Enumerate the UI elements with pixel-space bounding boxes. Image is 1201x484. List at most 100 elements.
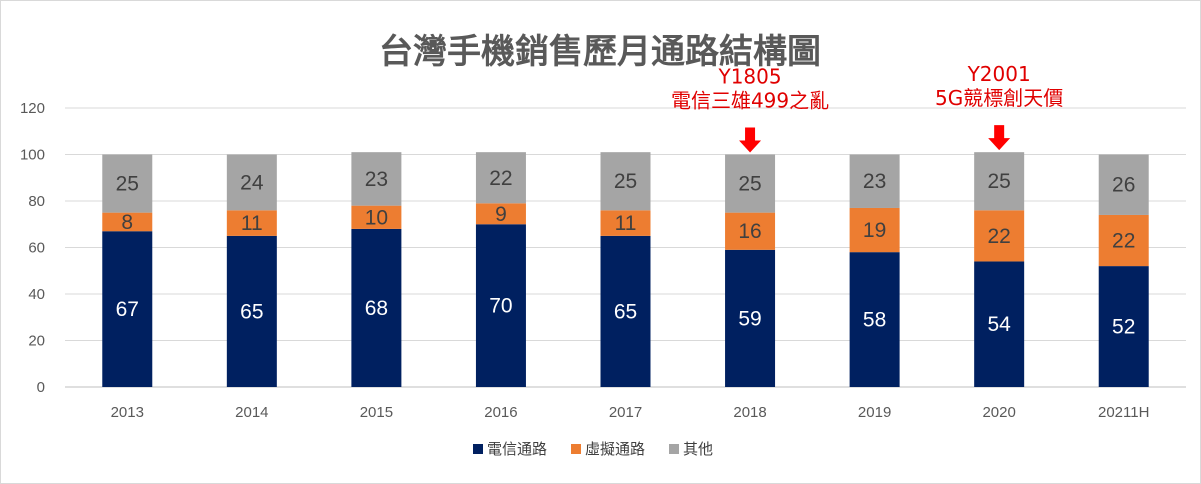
legend-swatch [571,444,581,454]
bar-segment-2017-1 [600,210,651,236]
y-tick-label: 60 [28,240,45,257]
data-label: 59 [738,307,761,330]
bar-segment-20211H-1 [1098,214,1149,267]
data-label: 23 [863,170,886,193]
annotation-text: Y1805 [717,65,781,89]
bar-segment-2018-0 [725,249,776,387]
bar-segment-2013-2 [102,154,153,213]
bar-segment-2014-1 [226,210,277,236]
bar-group-2017: 65 11 25 [600,152,651,387]
data-label: 26 [1112,174,1135,197]
data-label: 25 [738,173,761,196]
bar-segment-2013-0 [102,231,153,387]
y-axis: 0 20 40 60 80 100 120 [20,100,45,396]
x-tick-label: 2014 [235,404,268,421]
legend: 電信通路 虛擬通路 其他 [473,440,713,458]
bar-group-20211H: 52 22 26 [1098,154,1149,387]
bar-group-2013: 67 8 25 [102,154,153,387]
x-tick-label: 2019 [858,404,891,421]
data-label: 25 [116,173,139,196]
y-tick-label: 80 [28,193,45,210]
y-tick-label: 0 [37,379,45,396]
x-tick-label: 2018 [733,404,766,421]
legend-label: 虛擬通路 [585,440,645,458]
annotation-text: 電信三雄499之亂 [671,89,829,113]
bar-segment-2016-1 [475,203,526,225]
data-label: 11 [615,212,637,235]
legend-item: 虛擬通路 [571,440,645,458]
data-label: 19 [863,219,886,242]
bar-segment-2016-0 [475,224,526,387]
x-tick-label: 20211H [1098,404,1149,421]
data-label: 67 [116,298,139,321]
bar-segment-2020-0 [974,261,1025,387]
data-label: 22 [1112,230,1135,253]
bar-segment-2019-2 [849,154,900,208]
bar-segment-2019-1 [849,207,900,253]
data-label: 25 [987,170,1010,193]
data-label: 24 [240,171,264,194]
legend-label: 電信通路 [487,440,547,458]
data-label: 52 [1112,316,1135,339]
data-label: 8 [121,211,133,234]
legend-swatch [669,444,679,454]
y-tick-label: 120 [20,100,45,117]
data-label: 65 [614,300,637,323]
data-label: 22 [987,225,1010,248]
bar-segment-2014-2 [226,154,277,211]
bar-segment-20211H-0 [1098,266,1149,387]
chart-title: 台灣手機銷售歷月通路結構圖 [379,32,821,72]
bar-segment-2018-1 [725,212,776,250]
data-label: 16 [738,220,761,243]
bar-segment-2017-0 [600,235,651,387]
data-label: 9 [495,203,507,226]
data-label: 58 [863,309,886,332]
bar-segment-2015-1 [351,205,402,229]
data-label: 10 [365,206,388,229]
x-axis: 2013 2014 2015 2016 2017 2018 2019 2020 20211H [111,404,1150,421]
bar-segment-2015-0 [351,228,402,387]
bar-group-2020: 54 22 25 [974,152,1025,387]
x-tick-label: 2020 [982,404,1015,421]
y-tick-label: 20 [28,333,45,350]
bar-group-2014: 65 11 24 [226,154,277,387]
bar-segment-2015-2 [351,152,402,206]
bar-group-2015: 68 10 23 [351,152,402,387]
x-tick-label: 2015 [360,404,393,421]
bar-segment-2016-2 [475,152,526,204]
bar-segment-2020-2 [974,152,1025,211]
data-label: 54 [987,313,1011,336]
bar-segment-20211H-2 [1098,154,1149,215]
bar-segment-2020-1 [974,210,1025,262]
down-arrow-icon [988,125,1011,151]
data-label: 68 [365,297,388,320]
data-label: 70 [489,295,512,318]
y-tick-label: 40 [28,286,45,303]
data-label: 11 [241,212,263,235]
annotation-text: Y2001 [967,62,1031,86]
bar-segment-2013-1 [102,212,153,232]
x-tick-label: 2017 [609,404,642,421]
bar-segment-2014-0 [226,235,277,387]
annotation-text: 5G競標創天價 [935,86,1063,110]
bar-segment-2018-2 [725,154,776,213]
data-label: 23 [365,168,388,191]
y-tick-label: 100 [20,147,45,164]
x-tick-label: 2016 [484,404,517,421]
legend-label: 其他 [683,440,713,458]
bars: 67 8 25 65 11 24 68 10 23 70 9 22 65 11 25 59 16 25 58 19 23… [102,152,1149,387]
data-label: 25 [614,170,637,193]
x-tick-label: 2013 [111,404,144,421]
data-label: 65 [240,300,263,323]
legend-item: 電信通路 [473,440,547,458]
data-label: 22 [489,167,512,190]
bar-group-2016: 70 9 22 [475,152,526,387]
bar-segment-2019-0 [849,252,900,387]
down-arrow-icon [739,127,762,153]
bar-group-2018: 59 16 25 [725,154,776,387]
